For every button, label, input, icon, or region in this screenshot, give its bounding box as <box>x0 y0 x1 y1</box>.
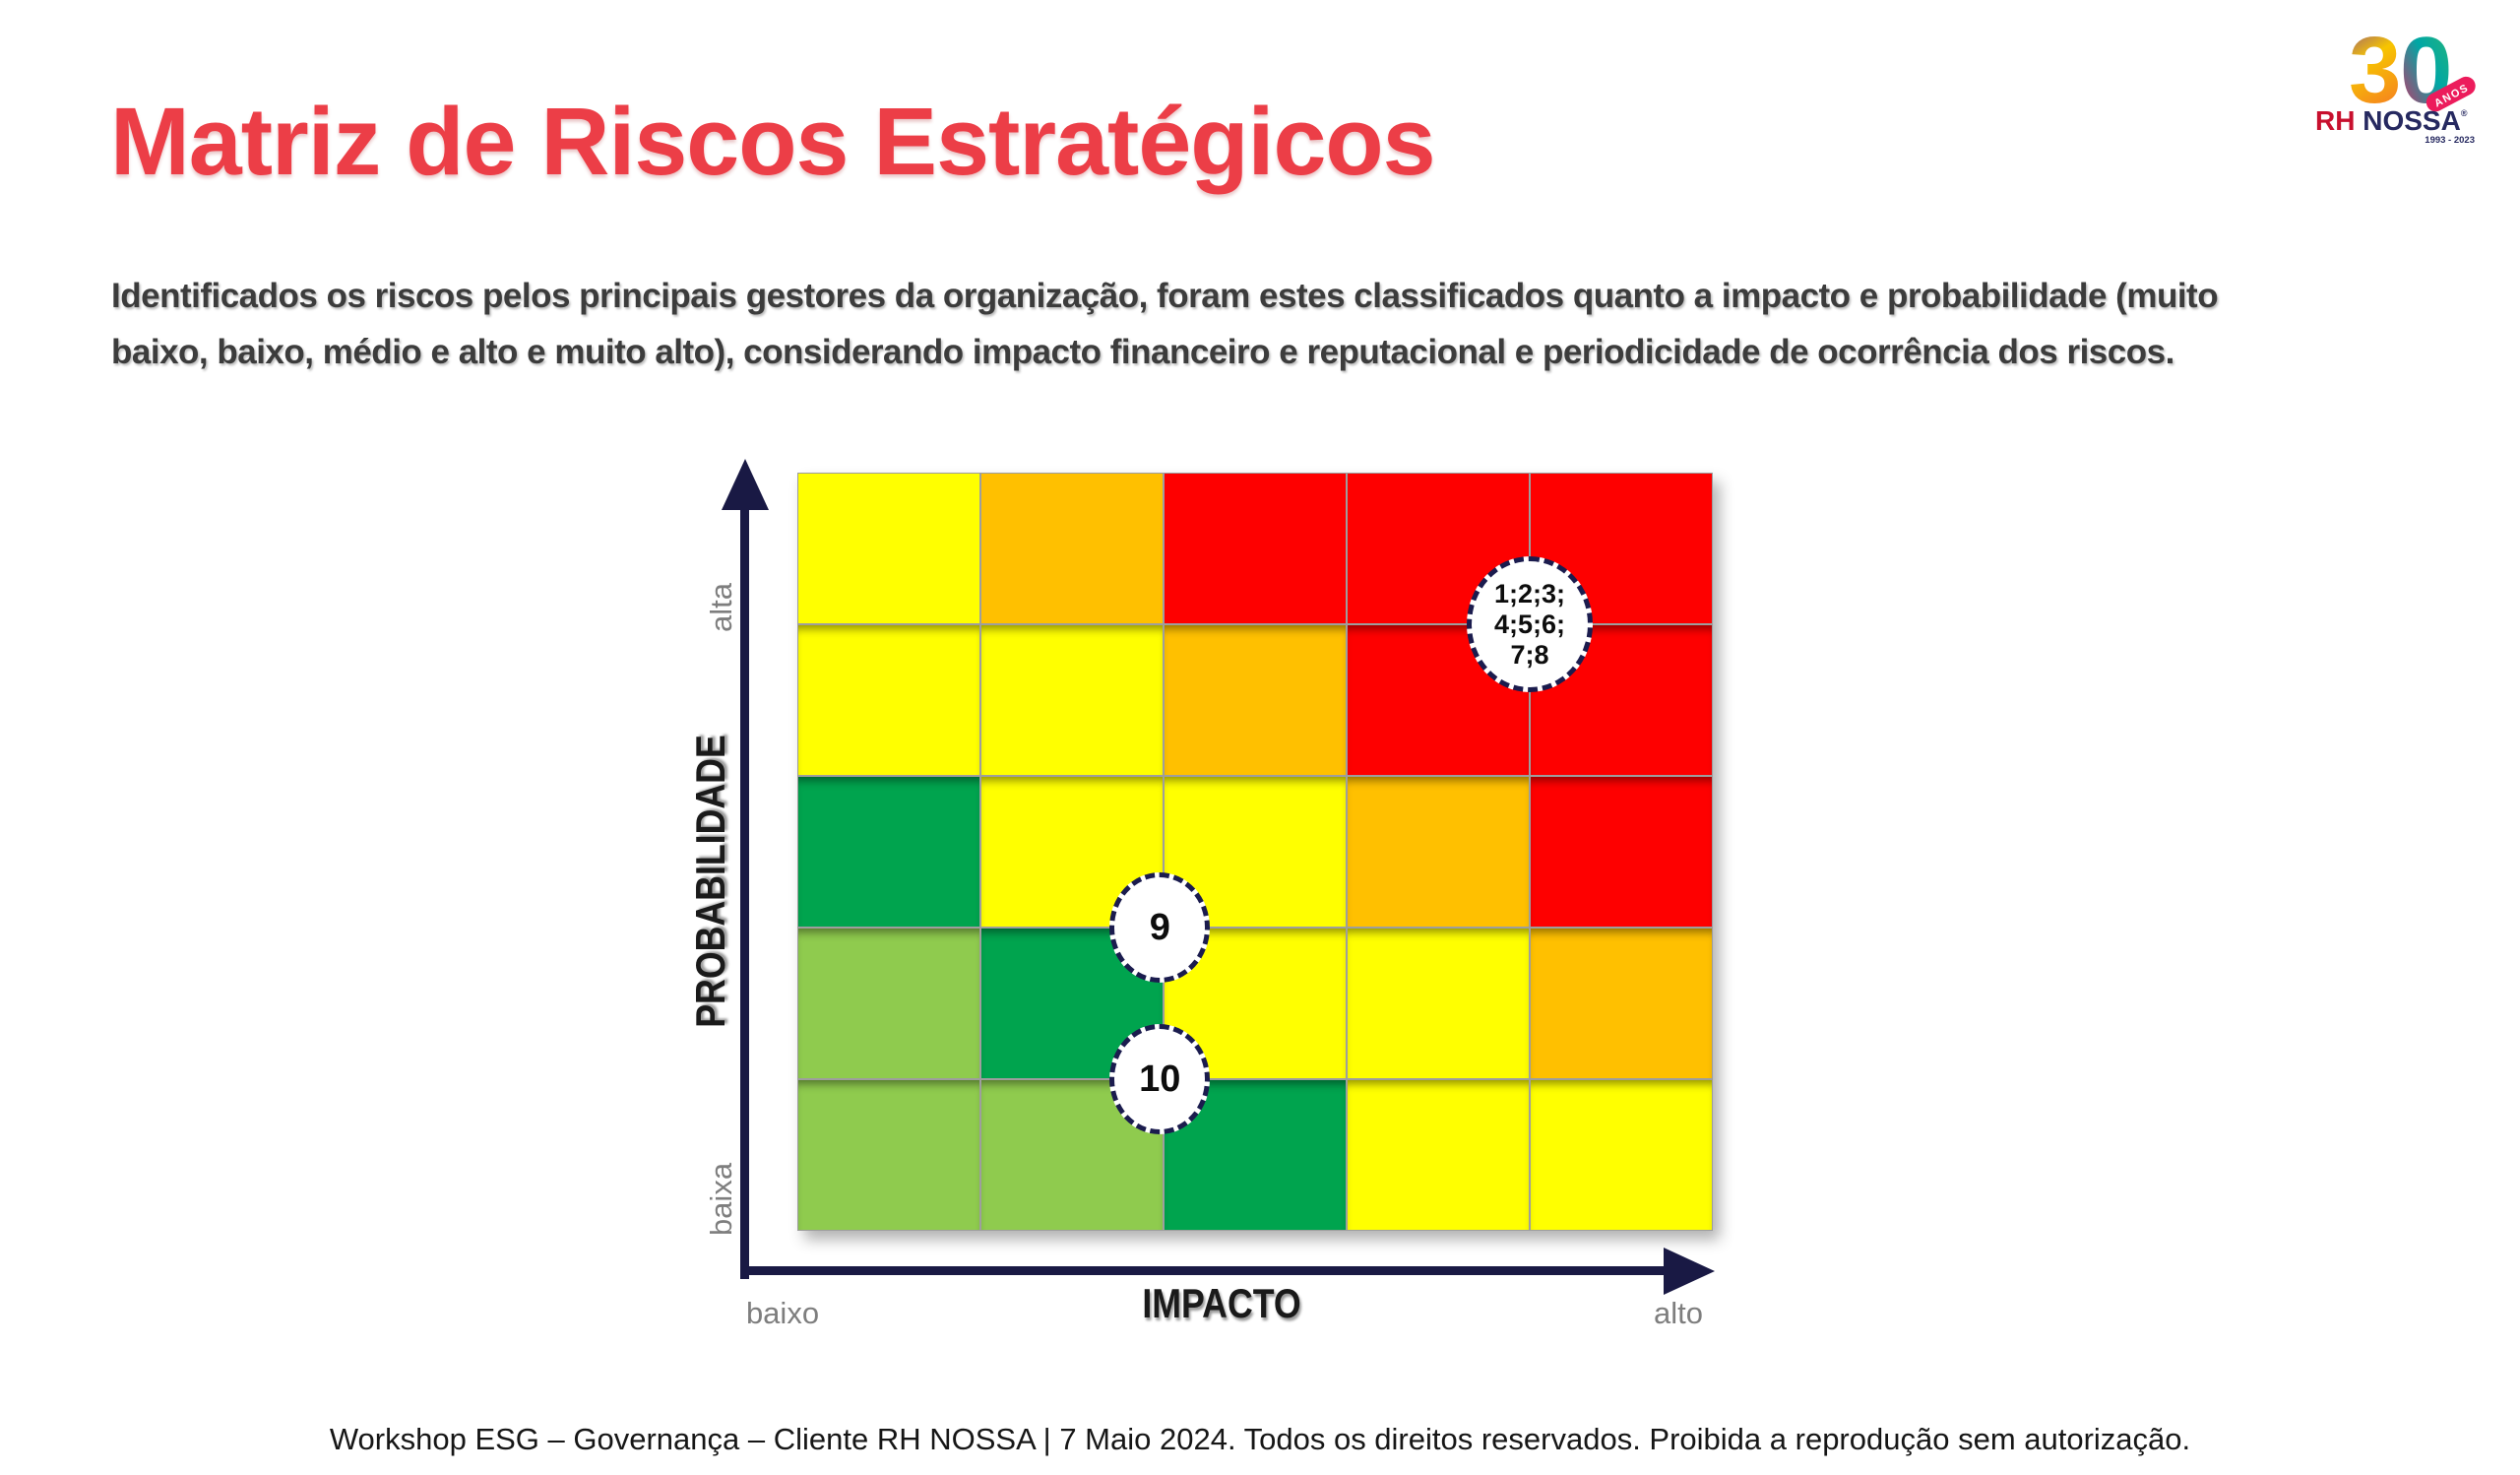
page-title: Matriz de Riscos Estratégicos <box>110 88 1436 195</box>
matrix-cell-r1-c3-red <box>1164 473 1347 624</box>
logo-brand-rh: RH <box>2315 105 2355 136</box>
matrix-cell-r4-c1-light-green <box>797 928 980 1079</box>
slide-description-line-1: Identificados os riscos pelos principais… <box>111 277 2219 315</box>
matrix-cell-r3-c5-red <box>1530 776 1713 928</box>
impact-axis-title: IMPACTO <box>1142 1280 1301 1326</box>
risk-marker-risk-10: 10 <box>1109 1024 1211 1134</box>
matrix-cell-r5-c1-light-green <box>797 1079 980 1231</box>
matrix-cell-r5-c5-yellow <box>1530 1079 1713 1231</box>
logo-brand-nossa: NOSSA <box>2362 105 2461 136</box>
risk-marker-risk-9: 9 <box>1109 872 1211 983</box>
logo-digit-3: 3 <box>2349 18 2401 123</box>
risk-matrix-grid: 1;2;3; 4;5;6; 7;8 9 10 <box>797 473 1713 1231</box>
matrix-cell-r1-c2-orange <box>980 473 1164 624</box>
footer-text: Workshop ESG – Governança – Cliente RH N… <box>329 1422 2191 1456</box>
impact-tick-baixo: baixo <box>745 1296 820 1330</box>
matrix-cell-r2-c3-orange <box>1164 624 1347 776</box>
matrix-cell-r4-c4-yellow <box>1347 928 1530 1079</box>
slide-description-line-2: baixo, baixo, médio e alto e muito alto)… <box>111 333 2174 371</box>
probability-tick-baixa: baixa <box>704 1162 738 1237</box>
probability-axis-title: PROBABILIDADE <box>687 735 733 1028</box>
probability-axis-line <box>740 497 749 1279</box>
slide-description: Identificados os riscos pelos principais… <box>111 268 2444 380</box>
matrix-cell-r2-c2-yellow <box>980 624 1164 776</box>
matrix-cell-r3-c1-green <box>797 776 980 928</box>
impact-axis-line <box>740 1266 1666 1275</box>
impact-axis-arrowhead-icon <box>1664 1248 1715 1295</box>
matrix-cell-r2-c1-yellow <box>797 624 980 776</box>
matrix-cell-r4-c5-orange <box>1530 928 1713 1079</box>
logo-years: 1993 - 2023 <box>2425 135 2475 146</box>
logo-registered-mark: ® <box>2461 108 2468 118</box>
svg-text:RH NOSSA®: RH NOSSA® <box>2315 105 2468 136</box>
matrix-cell-r1-c1-yellow <box>797 473 980 624</box>
impact-tick-alto: alto <box>1654 1296 1703 1330</box>
matrix-cell-r3-c4-orange <box>1347 776 1530 928</box>
rh-nossa-30-anos-logo: 3 0 ANOS RH NOSSA® 1993 - 2023 <box>2315 18 2476 146</box>
risk-marker-risks-1-8: 1;2;3; 4;5;6; 7;8 <box>1467 556 1593 692</box>
probability-axis-arrowhead-icon <box>722 459 769 510</box>
matrix-cell-r5-c4-yellow <box>1347 1079 1530 1231</box>
probability-tick-alta: alta <box>704 583 738 632</box>
